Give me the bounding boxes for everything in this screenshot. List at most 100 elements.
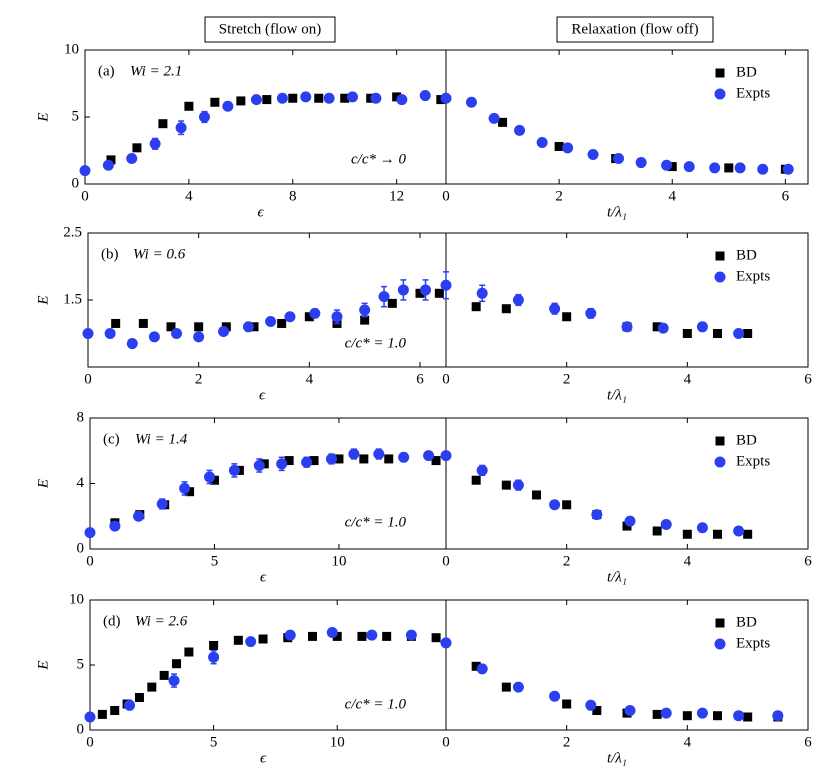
expt-point	[208, 651, 220, 663]
expt-point	[398, 451, 410, 463]
bd-point	[309, 456, 319, 466]
expt-point	[660, 707, 672, 719]
expt-point	[733, 710, 745, 722]
expt-point	[549, 303, 561, 315]
expt-point	[613, 153, 625, 165]
x-axis-label: ϵ	[260, 569, 267, 585]
y-tick-label: 0	[77, 721, 85, 737]
expt-point	[512, 294, 524, 306]
bd-point	[340, 93, 350, 103]
expt-point	[397, 284, 409, 296]
annotation: c/c* = 1.0	[345, 696, 407, 712]
legend-label: BD	[736, 432, 757, 448]
bd-point	[147, 682, 157, 692]
x-tick-label: 5	[211, 553, 219, 569]
expt-point	[440, 279, 452, 291]
x-tick-label: 6	[804, 553, 812, 569]
expt-point	[284, 629, 296, 641]
x-tick-label: 0	[81, 188, 89, 204]
expt-point	[124, 699, 136, 711]
bd-point	[314, 93, 324, 103]
expt-point	[347, 91, 359, 103]
bd-point	[111, 318, 121, 328]
expt-point	[348, 448, 360, 460]
bd-point	[384, 454, 394, 464]
expt-point	[660, 518, 672, 530]
y-tick-label: 1.5	[63, 291, 82, 307]
bd-point	[592, 706, 602, 715]
bd-point	[334, 454, 344, 464]
x-tick-label: 0	[442, 371, 450, 387]
bd-point	[166, 322, 176, 332]
x-tick-label: 2	[563, 553, 571, 569]
expt-point	[242, 321, 254, 333]
expt-point	[782, 163, 794, 175]
bd-point	[471, 661, 481, 671]
expt-point	[373, 448, 385, 460]
expt-point	[621, 321, 633, 333]
x-tick-label: 6	[416, 371, 424, 387]
expt-point	[419, 90, 431, 102]
expt-point	[168, 675, 180, 687]
bd-point	[357, 631, 367, 641]
expt-point	[276, 92, 288, 104]
bd-point	[288, 93, 298, 103]
expt-point	[476, 464, 488, 476]
column-title: Stretch (flow on)	[219, 21, 321, 37]
x-tick-label: 2	[563, 734, 571, 750]
x-tick-label: 4	[306, 371, 314, 387]
expt-point	[193, 331, 205, 343]
x-tick-label: 4	[185, 188, 193, 204]
bd-point	[652, 322, 662, 332]
bd-point	[233, 635, 243, 645]
bd-point	[382, 631, 392, 641]
bd-point	[97, 709, 107, 719]
y-axis-label: E	[35, 112, 51, 122]
expt-point	[423, 450, 435, 462]
panel-subtitle: Wi = 0.6	[133, 246, 186, 262]
y-tick-label: 0	[77, 540, 85, 556]
column-title: Relaxation (flow off)	[571, 21, 698, 37]
expt-point	[179, 482, 191, 494]
plot-frame	[445, 417, 809, 550]
expt-point	[250, 94, 262, 106]
bd-point	[434, 288, 444, 298]
panel-label: (a)	[98, 63, 115, 79]
legend-label: BD	[736, 614, 757, 630]
bd-point	[682, 529, 692, 539]
expt-point	[476, 663, 488, 675]
expt-point	[661, 159, 673, 171]
expt-point	[245, 636, 257, 648]
y-axis-label: E	[35, 295, 51, 305]
expt-point	[420, 284, 432, 296]
bd-point	[554, 141, 564, 151]
expt-point	[733, 328, 745, 339]
expt-point	[148, 331, 160, 343]
expt-point	[126, 153, 138, 165]
y-tick-label: 5	[77, 656, 85, 672]
bd-point	[308, 631, 317, 641]
expt-point	[126, 338, 138, 350]
expt-point	[657, 322, 669, 334]
legend-marker	[714, 271, 726, 283]
x-tick-label: 4	[669, 188, 677, 204]
panel-label: (d)	[103, 613, 121, 629]
x-tick-label: 2	[555, 188, 563, 204]
bd-point	[210, 97, 220, 107]
legend-marker	[715, 436, 725, 446]
expt-point	[772, 710, 784, 722]
bd-point	[209, 641, 219, 650]
bd-point	[262, 95, 272, 105]
legend-marker	[715, 251, 725, 261]
x-axis-label: t/λ₁	[607, 204, 627, 220]
legend-marker	[715, 618, 725, 628]
expt-point	[536, 136, 548, 148]
expt-point	[370, 92, 382, 104]
bd-point	[132, 143, 142, 153]
bd-point	[652, 709, 662, 719]
bd-point	[431, 633, 441, 643]
annotation: c/c* = 1.0	[345, 514, 407, 530]
plot-frame	[445, 599, 809, 731]
bd-point	[498, 117, 508, 127]
bd-point	[743, 529, 753, 539]
